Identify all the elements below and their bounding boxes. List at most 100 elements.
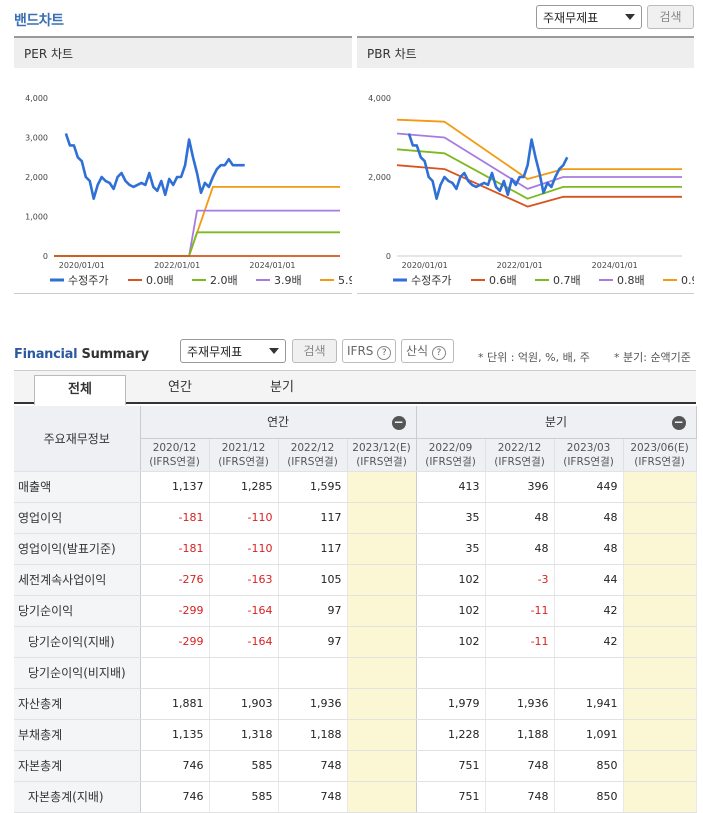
legend-label: 수정주가 [411,274,451,287]
table-cell: -276 [140,564,210,596]
column-basis: (IFRS연결) [218,455,269,468]
table-cell: 1,135 [140,719,210,751]
legend-label: 0.7배 [553,274,581,287]
pbr-chart-panel: PBR 차트 4,000 2,000 0 2020/01/01 2022/01/01 20… [357,36,694,294]
table-cell [623,502,697,534]
table-cell: 413 [416,471,486,503]
quarter-note: * 분기: 순액기준 [614,351,691,364]
table-cell: 117 [278,502,348,534]
table-cell: 35 [416,502,486,534]
column-basis: (IFRS연결) [149,455,200,468]
table-cell [623,595,697,627]
chevron-down-icon [625,14,635,20]
legend-label: 0.9배 [681,274,694,287]
series-line-3 [396,132,682,190]
table-cell: -3 [485,564,555,596]
table-cell [416,657,486,689]
legend-label: 0.6배 [489,274,517,287]
table-cell: -164 [209,595,279,627]
per-chart: 4,000 3,000 2,000 1,000 0 2020/01/01 2022/01/0… [25,94,352,287]
table-row: 영업이익(발표기준) -181 -110 117 35 48 48 [14,533,697,565]
table-cell: 48 [485,533,555,565]
tab-all[interactable]: 전체 [34,375,126,405]
table-row: 자본총계(지배) 746 585 748 751 748 850 [14,781,697,813]
table-row: 당기순이익(비지배) [14,657,697,689]
column-period: 2022/09 [428,441,473,454]
band-chart-title: 밴드차트 [14,13,64,29]
table-cell [347,595,417,627]
column-header: 2023/06(E) (IFRS연결) [623,438,697,472]
band-statement-select[interactable]: 주재무제표 [536,5,642,29]
table-cell [140,657,210,689]
table-cell: 102 [416,564,486,596]
series-line-0 [407,133,569,200]
row-label: 자본총계(지배) [14,781,141,813]
tab-annual[interactable]: 연간 [168,380,192,395]
band-chart-header: 밴드차트 주재무제표 검색 [0,0,703,36]
financial-search-button[interactable]: 검색 [292,339,337,363]
table-cell: 1,936 [485,688,555,720]
tab-quarter[interactable]: 분기 [270,380,294,395]
table-cell: -11 [485,595,555,627]
table-cell: 1,595 [278,471,348,503]
formula-help-button[interactable]: 산식 ? [401,339,454,363]
table-cell: 850 [554,750,624,782]
table-cell: 1,091 [554,719,624,751]
table-cell: 35 [416,533,486,565]
table-cell [623,626,697,658]
y-tick-label: 4,000 [25,94,48,103]
y-tick-label: 3,000 [25,134,48,143]
column-header: 2023/03 (IFRS연결) [554,438,624,472]
row-label: 매출액 [14,471,141,503]
column-basis: (IFRS연결) [287,455,338,468]
band-search-button[interactable]: 검색 [647,5,694,29]
column-header: 2022/12 (IFRS연결) [278,438,348,472]
table-cell: 751 [416,750,486,782]
table-cell [623,688,697,720]
x-tick-label: 2024/01/01 [592,261,638,270]
table-cell: 1,979 [416,688,486,720]
column-header: 2023/12(E) (IFRS연결) [347,438,417,472]
series-line-4 [54,186,340,257]
table-cell: 97 [278,595,348,627]
column-header: 2020/12 (IFRS연결) [140,438,210,472]
row-label: 당기순이익(비지배) [14,657,141,689]
table-cell: 396 [485,471,555,503]
table-cell [623,719,697,751]
row-label: 자본총계 [14,750,141,782]
ifrs-help-button[interactable]: IFRS ? [342,339,396,363]
table-cell [347,719,417,751]
table-cell [347,750,417,782]
table-cell: -299 [140,595,210,627]
table-cell [347,657,417,689]
table-cell: -110 [209,533,279,565]
y-tick-label: 1,000 [25,213,48,222]
x-tick-label: 2020/01/01 [59,261,105,270]
table-row: 당기순이익(지배) -299 -164 97 102 -11 42 [14,626,697,658]
table-row: 자산총계 1,881 1,903 1,936 1,979 1,936 1,941 [14,688,697,720]
table-cell [347,471,417,503]
table-cell: 1,188 [278,719,348,751]
financial-select-value: 주재무제표 [187,345,243,359]
series-line-0 [64,133,245,200]
financial-summary-table: 주요재무정보 연간 − 분기 − 2020/12 (IFRS연결) 2021/12(… [14,406,697,813]
collapse-quarter-icon[interactable]: − [671,415,686,430]
table-row: 당기순이익 -299 -164 97 102 -11 42 [14,595,697,627]
table-cell: -299 [140,626,210,658]
table-row: 자본총계 746 585 748 751 748 850 [14,750,697,782]
y-tick-label: 0 [43,252,48,261]
table-row: 영업이익 -181 -110 117 35 48 48 [14,502,697,534]
table-cell: 585 [209,750,279,782]
table-cell: 746 [140,781,210,813]
collapse-annual-icon[interactable]: − [391,415,406,430]
series-line-1 [396,164,682,208]
table-row: 매출액 1,137 1,285 1,595 413 396 449 [14,471,697,503]
table-cell: 48 [554,502,624,534]
table-cell: 748 [278,781,348,813]
legend-label: 3.9배 [274,274,302,287]
financial-statement-select[interactable]: 주재무제표 [180,339,286,363]
table-cell: 748 [278,750,348,782]
row-label: 세전계속사업이익 [14,564,141,596]
table-cell: 105 [278,564,348,596]
legend-label: 2.0배 [210,274,238,287]
